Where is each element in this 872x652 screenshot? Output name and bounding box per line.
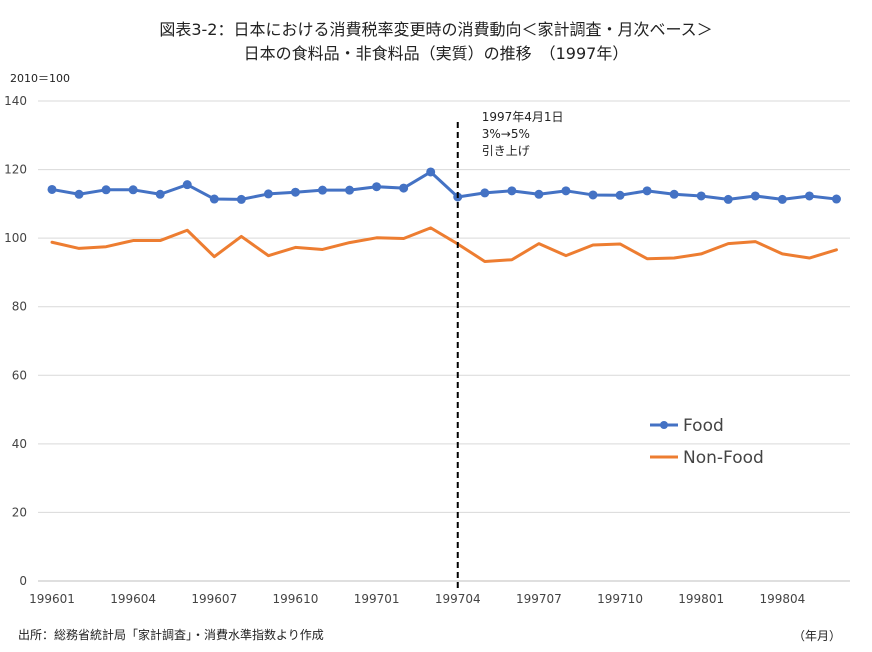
data-point bbox=[426, 167, 436, 177]
x-tick-label: 199801 bbox=[678, 592, 724, 606]
annotation-text: 引き上げ bbox=[482, 144, 530, 158]
data-point bbox=[47, 184, 57, 194]
legend: Food Non-Food bbox=[650, 416, 764, 468]
data-point bbox=[831, 194, 841, 204]
x-tick-label: 199707 bbox=[516, 592, 562, 606]
x-tick-label: 199710 bbox=[597, 592, 643, 606]
data-point bbox=[561, 186, 571, 196]
y-tick-label: 120 bbox=[4, 163, 27, 177]
y-tick-label: 20 bbox=[12, 505, 27, 519]
y-tick-label: 0 bbox=[19, 574, 27, 588]
source-note: 出所：総務省統計局「家計調査」・消費水準指数より作成 bbox=[18, 628, 324, 642]
series-layer bbox=[47, 167, 841, 263]
data-point bbox=[669, 189, 679, 199]
chart-title-line1: 図表3-2：日本における消費税率変更時の消費動向＜家計調査・月次ベース＞ bbox=[159, 20, 713, 39]
y-axis-unit-label: 2010＝100 bbox=[10, 72, 70, 85]
data-point bbox=[372, 182, 382, 192]
data-point bbox=[507, 186, 517, 196]
data-point bbox=[615, 190, 625, 200]
annotation-layer: 1997年4月1日 3%→5% 引き上げ bbox=[456, 110, 564, 592]
data-point bbox=[723, 194, 733, 204]
data-point bbox=[777, 194, 787, 204]
data-point bbox=[750, 191, 760, 201]
data-point bbox=[182, 180, 192, 190]
data-point bbox=[290, 187, 300, 197]
x-tick-label: 199607 bbox=[191, 592, 237, 606]
legend-label: Food bbox=[683, 416, 724, 436]
y-tick-label: 140 bbox=[4, 94, 27, 108]
y-tick-label: 40 bbox=[12, 437, 27, 451]
x-tick-label: 199704 bbox=[435, 592, 481, 606]
annotation-text: 3%→5% bbox=[482, 127, 530, 141]
x-tick-label: 199610 bbox=[273, 592, 319, 606]
annotation-text: 1997年4月1日 bbox=[482, 110, 564, 124]
y-tick-label: 80 bbox=[12, 300, 27, 314]
data-point bbox=[101, 185, 111, 195]
legend-swatch-marker bbox=[660, 421, 668, 429]
x-axis-ticks: 199601 199604 199607 199610 199701 199704 1997… bbox=[29, 592, 805, 606]
data-point bbox=[318, 185, 327, 195]
data-point bbox=[804, 191, 814, 201]
data-point bbox=[236, 194, 246, 204]
data-point bbox=[642, 186, 652, 196]
data-point bbox=[588, 190, 598, 200]
y-tick-label: 100 bbox=[4, 231, 27, 245]
series-line-non-food bbox=[50, 226, 838, 263]
data-point bbox=[128, 185, 138, 195]
legend-label: Non-Food bbox=[683, 448, 764, 468]
data-point bbox=[534, 189, 544, 199]
y-axis-ticks: 0 20 40 60 80 100 120 140 bbox=[4, 94, 27, 588]
x-tick-label: 199601 bbox=[29, 592, 75, 606]
series-line-food bbox=[50, 170, 838, 201]
data-point bbox=[155, 189, 165, 199]
data-point bbox=[74, 189, 84, 199]
data-point bbox=[209, 194, 219, 204]
x-tick-label: 199701 bbox=[354, 592, 400, 606]
data-point bbox=[696, 191, 706, 201]
data-point bbox=[480, 188, 490, 198]
x-tick-label: 199604 bbox=[110, 592, 156, 606]
data-point bbox=[345, 185, 355, 195]
y-tick-label: 60 bbox=[12, 368, 27, 382]
gridlines bbox=[38, 100, 850, 582]
data-point bbox=[263, 189, 273, 199]
x-tick-label: 199804 bbox=[759, 592, 805, 606]
x-axis-unit-note: （年月） bbox=[793, 629, 842, 643]
data-point bbox=[399, 183, 409, 193]
chart-title-line2: 日本の食料品・非食料品（実質）の推移 （1997年） bbox=[243, 44, 629, 63]
